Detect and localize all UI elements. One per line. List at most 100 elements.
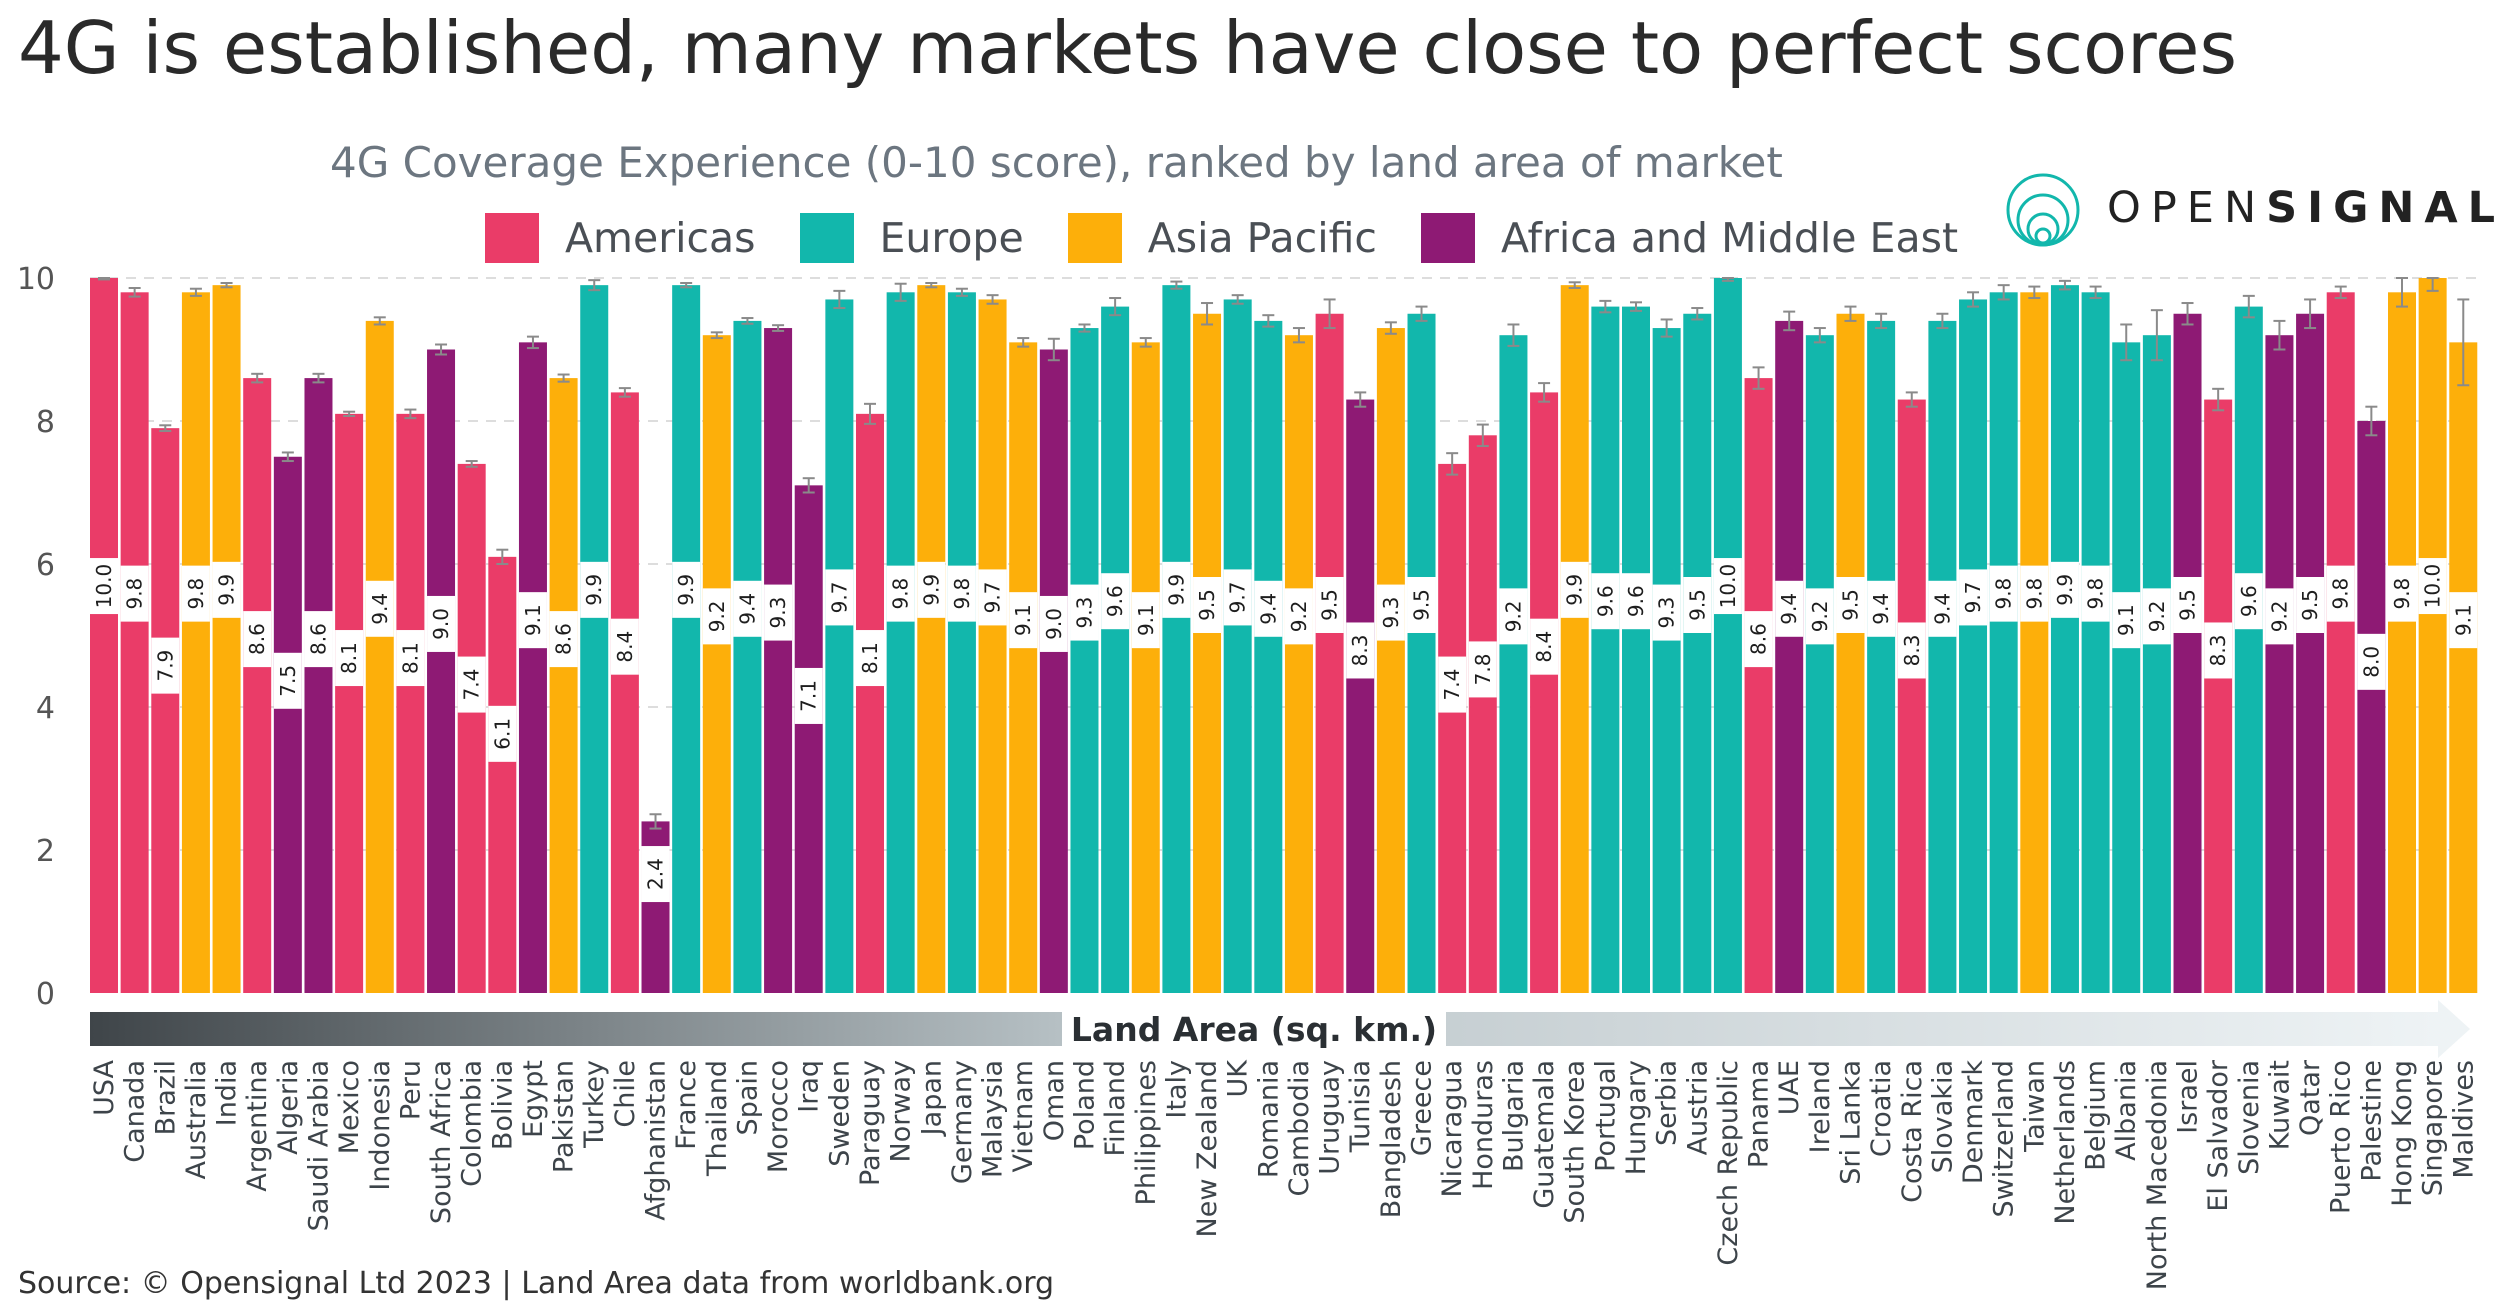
svg-text:2.4: 2.4 <box>644 858 668 890</box>
svg-text:7.5: 7.5 <box>276 665 300 697</box>
x-tick-label-brazil: Brazil <box>150 1060 181 1135</box>
data-label-vietnam: 9.1 <box>1009 592 1038 649</box>
bar-germany <box>947 292 976 993</box>
x-tick-label-poland: Poland <box>1069 1060 1100 1150</box>
x-tick-label-romania: Romania <box>1253 1060 1284 1178</box>
svg-text:8.3: 8.3 <box>1900 635 1924 667</box>
error-bar-south-korea <box>1568 281 1581 290</box>
data-label-czech-republic: 10.0 <box>1713 558 1742 615</box>
data-label-thailand: 9.2 <box>702 588 731 645</box>
error-bar-mexico <box>343 410 356 417</box>
data-label-belgium: 9.8 <box>2081 565 2110 622</box>
svg-text:9.1: 9.1 <box>2451 604 2475 636</box>
svg-text:9.8: 9.8 <box>123 578 147 610</box>
bar-norway <box>886 292 915 993</box>
bar-slovenia <box>2234 306 2263 994</box>
error-bar-sri-lanka <box>1844 305 1857 322</box>
data-label-italy: 9.9 <box>1162 561 1191 618</box>
svg-text:9.4: 9.4 <box>368 593 392 625</box>
legend-item-americas: Americas <box>485 213 756 263</box>
error-bar-turkey <box>588 279 601 292</box>
bar-sri-lanka <box>1836 313 1865 993</box>
error-bar-norway <box>894 282 907 302</box>
data-label-croatia: 9.4 <box>1867 580 1896 637</box>
x-tick-label-algeria: Algeria <box>273 1060 304 1155</box>
bar-poland <box>1070 328 1099 993</box>
x-tick-label-uruguay: Uruguay <box>1315 1060 1346 1175</box>
data-label-new-zealand: 9.5 <box>1193 576 1222 633</box>
svg-text:9.6: 9.6 <box>1593 585 1617 617</box>
bar-netherlands <box>2050 285 2079 993</box>
bar-guatemala <box>1530 392 1559 993</box>
legend-label-africa-middle-east: Africa and Middle East <box>1500 214 1959 262</box>
bar-ireland <box>1805 335 1834 993</box>
x-tick-label-denmark: Denmark <box>1958 1060 1989 1184</box>
svg-text:8.1: 8.1 <box>398 642 422 674</box>
bar-pakistan <box>549 378 578 994</box>
svg-text:9.7: 9.7 <box>827 582 851 614</box>
error-bar-vietnam <box>1017 337 1030 348</box>
error-bar-hong-kong <box>2396 277 2408 308</box>
x-tick-label-new-zealand: New Zealand <box>1192 1060 1223 1237</box>
error-bar-denmark <box>1967 291 1980 308</box>
bar-belgium <box>2081 292 2110 993</box>
x-tick-label-turkey: Turkey <box>579 1060 610 1149</box>
error-bar-czech-republic <box>1721 277 1734 282</box>
legend-label-asia-pacific: Asia Pacific <box>1147 214 1377 262</box>
error-bar-brazil <box>159 424 172 433</box>
bar-honduras <box>1468 435 1497 993</box>
error-bar-paraguay <box>864 402 876 425</box>
bar-taiwan <box>2020 292 2049 993</box>
legend-swatch-africa-middle-east <box>1420 213 1475 263</box>
bar-thailand <box>702 335 731 993</box>
error-bar-canada <box>128 287 141 298</box>
bar-usa <box>90 278 118 993</box>
opensignal-rings-icon <box>2006 173 2080 247</box>
error-bar-serbia <box>1660 318 1673 338</box>
data-label-portugal: 9.6 <box>1591 573 1620 630</box>
x-tick-label-thailand: Thailand <box>702 1060 733 1177</box>
error-bar-netherlands <box>2058 279 2071 291</box>
x-tick-label-saudi-arabia: Saudi Arabia <box>303 1060 334 1231</box>
data-label-tunisia: 8.3 <box>1346 622 1375 679</box>
data-label-palestine: 8.0 <box>2357 633 2386 690</box>
data-labels: 10.0 9.87.99.8 9.98.67.58.68.19.48.19.07.4… <box>90 558 2478 903</box>
source-note: Source: © Opensignal Ltd 2023 | Land Are… <box>18 1266 1055 1301</box>
error-bar-greece <box>1415 305 1428 322</box>
data-label-uruguay: 9.5 <box>1315 576 1344 633</box>
svg-text:10.0: 10.0 <box>2421 564 2445 609</box>
error-bar-indonesia <box>373 316 386 326</box>
x-tick-label-cambodia: Cambodia <box>1284 1060 1315 1197</box>
bar-paraguay <box>856 413 884 994</box>
x-tick-label-el-salvador: El Salvador <box>2203 1059 2234 1212</box>
svg-text:9.8: 9.8 <box>889 578 913 610</box>
data-label-switzerland: 9.8 <box>1989 565 2018 622</box>
data-label-hungary: 9.6 <box>1622 573 1650 630</box>
bar-el-salvador <box>2204 399 2233 993</box>
svg-text:9.4: 9.4 <box>1256 593 1280 625</box>
data-label-australia: 9.8 <box>181 565 210 622</box>
bar-tunisia <box>1346 399 1375 993</box>
bar-cambodia <box>1284 335 1313 993</box>
error-bar-saudi-arabia <box>312 372 325 384</box>
x-tick-label-south-korea: South Korea <box>1560 1060 1591 1224</box>
data-label-south-korea: 9.9 <box>1560 561 1589 618</box>
bar-austria <box>1683 313 1712 993</box>
y-tick-label-4: 4 <box>36 691 55 726</box>
bar-malaysia <box>978 299 1007 993</box>
svg-text:8.3: 8.3 <box>1348 635 1372 667</box>
data-label-netherlands: 9.9 <box>2050 561 2079 618</box>
data-label-brazil: 7.9 <box>151 637 180 694</box>
error-bar-philippines <box>1139 337 1152 348</box>
bar-uae <box>1775 320 1804 993</box>
x-tick-label-panama: Panama <box>1744 1060 1775 1168</box>
svg-text:9.8: 9.8 <box>2022 578 2046 610</box>
bars <box>90 278 2478 994</box>
bar-mexico <box>335 413 364 994</box>
bar-portugal <box>1591 306 1620 994</box>
svg-text:9.6: 9.6 <box>1624 585 1648 617</box>
x-tick-label-france: France <box>671 1060 702 1150</box>
data-label-south-africa: 9.0 <box>427 595 456 652</box>
error-bar-north-macedonia <box>2150 309 2163 362</box>
data-label-saudi-arabia: 8.6 <box>304 611 333 668</box>
